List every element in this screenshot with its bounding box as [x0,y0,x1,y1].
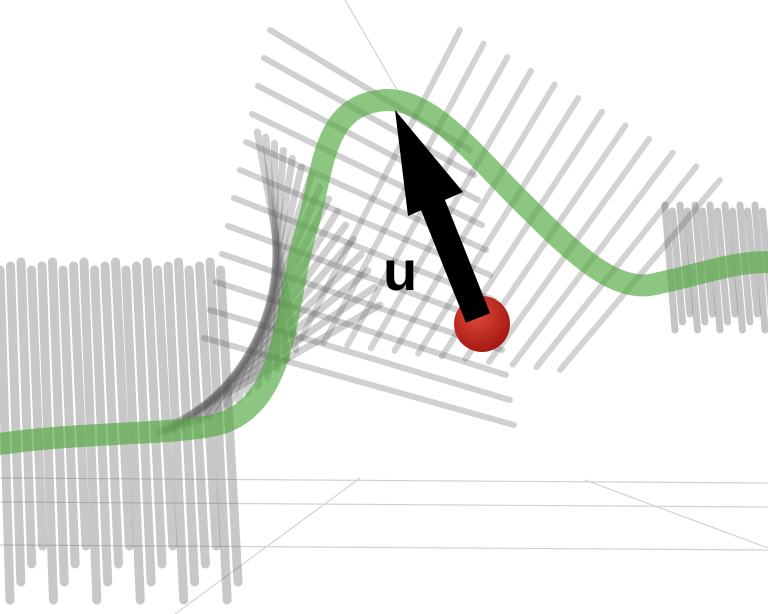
director-blade [201,335,517,428]
director-blade [111,257,134,551]
director-blade [415,95,582,357]
director-blade [676,201,694,318]
vector-u-arrow [395,110,491,323]
director-blade [219,251,505,353]
director-blade [6,261,26,587]
director-blade [254,154,296,390]
director-blade [187,235,358,428]
director-blade [153,265,178,551]
director-blade [661,201,679,334]
director-blade [58,265,80,569]
vector-label: u [383,239,417,302]
director-blade [669,207,686,326]
grid-line [584,479,768,549]
director-blade [195,261,221,551]
director-blade [100,261,124,569]
director-blade [244,163,306,397]
arrow-head [395,110,463,216]
director-blade [225,223,501,328]
director-blade [391,81,558,354]
director-blade [16,257,37,569]
director-blade [261,55,477,178]
director-blade [69,261,91,551]
director-blade [196,221,350,424]
grid-line [0,477,768,484]
director-blade [320,40,487,346]
director-blade [263,146,287,382]
director-blade [48,257,69,587]
director-blades [0,27,768,605]
director-blade [142,257,167,569]
director-blade [213,279,509,378]
grid-line [0,501,768,508]
grid-line [0,544,768,551]
grid-line [174,477,361,614]
director-blade [207,307,513,403]
director-blade [27,265,48,551]
director-blade [533,163,700,371]
director-blade [297,27,463,343]
director-blade [367,67,534,352]
grid-line [344,0,401,96]
arrow-shaft [412,180,491,323]
director-blade [234,173,315,404]
helix-curve [0,89,768,455]
director-blade [205,208,341,420]
